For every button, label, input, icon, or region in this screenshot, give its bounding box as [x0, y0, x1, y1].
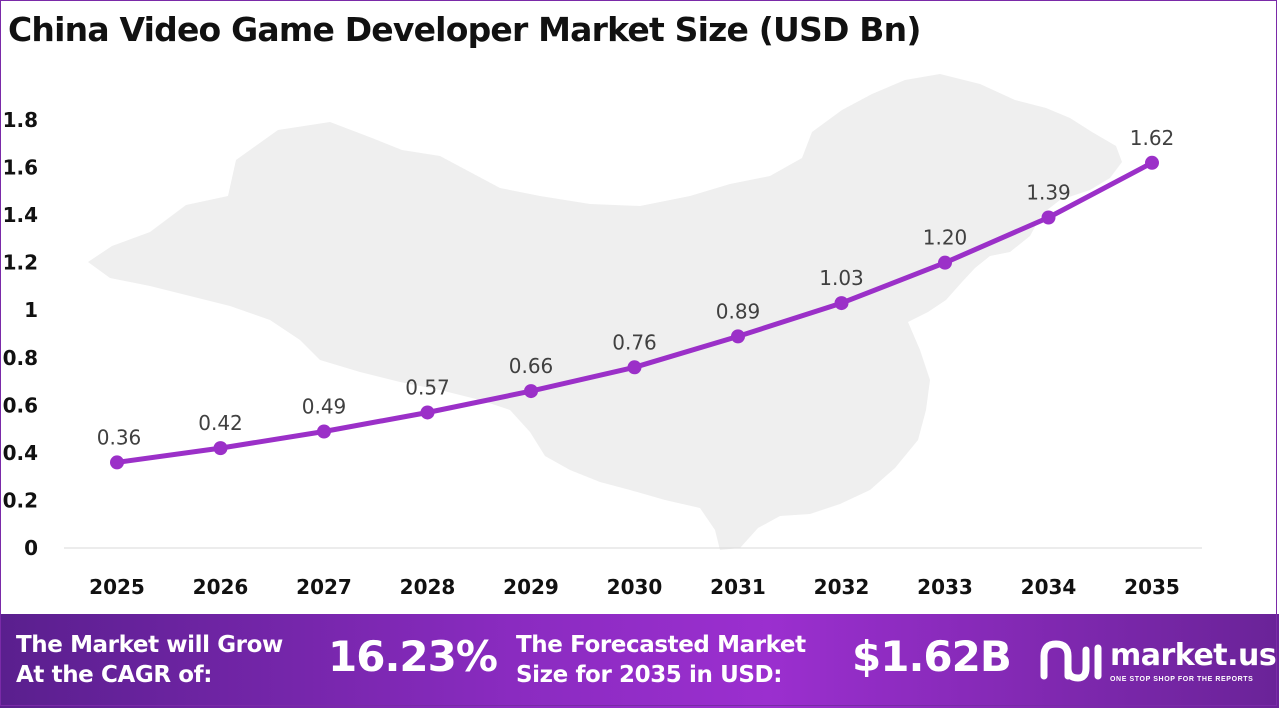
y-tick-label: 1.8 — [3, 108, 38, 132]
brand-name: market.us — [1110, 638, 1277, 673]
y-tick-label: 0.2 — [3, 488, 38, 512]
data-point — [1041, 210, 1056, 225]
brand-logo: market.us ONE STOP SHOP FOR THE REPORTS — [1040, 638, 1277, 690]
data-point — [420, 405, 435, 420]
data-point — [938, 255, 952, 270]
data-label: 0.42 — [198, 411, 243, 435]
y-tick-label: 0.8 — [3, 346, 38, 370]
data-point — [834, 296, 849, 311]
cagr-value: 16.23% — [328, 632, 498, 681]
x-tick-label: 2033 — [917, 575, 973, 599]
forecast-label: The Forecasted Market Size for 2035 in U… — [516, 630, 806, 690]
data-label: 1.20 — [923, 226, 968, 250]
data-label: 1.03 — [819, 266, 864, 290]
x-tick-label: 2030 — [607, 575, 663, 599]
chart-title: China Video Game Developer Market Size (… — [8, 10, 921, 49]
forecast-label-line1: The Forecasted Market — [516, 632, 806, 658]
y-tick-label: 0 — [24, 536, 38, 560]
data-label: 0.57 — [405, 375, 450, 399]
data-label: 1.62 — [1130, 126, 1175, 150]
data-label: 0.49 — [302, 394, 347, 418]
y-tick-label: 0.4 — [3, 441, 38, 465]
forecast-value: $1.62B — [852, 632, 1012, 681]
china-map-background — [88, 74, 1122, 550]
market-us-logo-icon — [1040, 640, 1102, 682]
cagr-label-line1: The Market will Grow — [16, 632, 283, 658]
cagr-label: The Market will Grow At the CAGR of: — [16, 630, 283, 690]
x-tick-label: 2034 — [1021, 575, 1077, 599]
x-tick-label: 2032 — [814, 575, 870, 599]
x-tick-label: 2035 — [1124, 575, 1180, 599]
data-point — [524, 384, 538, 399]
x-tick-label: 2028 — [400, 575, 456, 599]
y-tick-label: 1.6 — [3, 156, 38, 180]
data-point — [627, 360, 642, 375]
data-point — [110, 455, 124, 470]
y-tick-label: 1.2 — [3, 251, 38, 275]
y-tick-label: 1 — [24, 298, 38, 322]
data-point — [213, 441, 228, 456]
data-label: 0.66 — [509, 354, 554, 378]
brand-tagline: ONE STOP SHOP FOR THE REPORTS — [1110, 676, 1254, 683]
data-label: 1.39 — [1026, 180, 1071, 204]
data-point — [317, 424, 331, 439]
y-tick-label: 0.6 — [3, 393, 38, 417]
x-tick-label: 2026 — [193, 575, 249, 599]
x-tick-label: 2029 — [503, 575, 559, 599]
data-label: 0.36 — [97, 425, 142, 449]
cagr-label-line2: At the CAGR of: — [16, 662, 213, 688]
data-label: 0.76 — [612, 330, 657, 354]
x-tick-label: 2025 — [89, 575, 145, 599]
line-chart: 0 0.2 0.4 0.6 0.8 1 1.2 1.4 1.6 1.8 2025 2026 2027 2… — [3, 74, 1202, 599]
x-tick-label: 2027 — [296, 575, 352, 599]
forecast-label-line2: Size for 2035 in USD: — [516, 662, 783, 688]
footer-banner: The Market will Grow At the CAGR of: 16.… — [0, 614, 1279, 708]
data-label: 0.89 — [716, 299, 761, 323]
data-point — [731, 329, 745, 344]
y-tick-label: 1.4 — [3, 203, 38, 227]
data-point — [1145, 155, 1159, 170]
x-tick-label: 2031 — [710, 575, 766, 599]
